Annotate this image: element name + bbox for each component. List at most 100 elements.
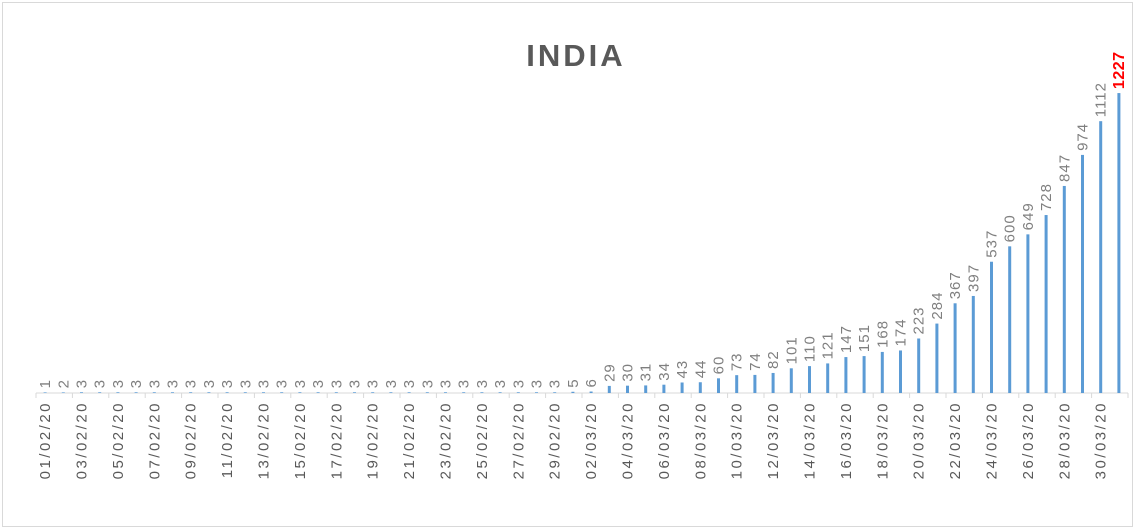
bar <box>735 375 739 393</box>
x-tick-label: 15/02/20 <box>292 401 309 479</box>
data-label: 537 <box>984 230 1001 258</box>
x-tick-label: 21/02/20 <box>401 401 418 479</box>
data-label: 3 <box>237 379 254 388</box>
data-label: 31 <box>638 363 655 382</box>
bar <box>535 392 538 393</box>
data-label: 3 <box>510 379 527 388</box>
x-tick-label: 10/03/20 <box>729 401 746 479</box>
x-tick-label: 17/02/20 <box>328 401 345 479</box>
data-label: 147 <box>838 325 855 353</box>
bar <box>571 391 575 393</box>
data-label: 29 <box>601 363 618 382</box>
data-label: 3 <box>274 379 291 388</box>
x-tick-label: 22/03/20 <box>947 401 964 479</box>
bar <box>971 295 975 393</box>
x-tick-label: 24/03/20 <box>984 401 1001 479</box>
x-axis <box>35 392 1129 398</box>
bar <box>1117 93 1121 393</box>
bar <box>899 350 902 393</box>
data-label: 3 <box>328 379 345 388</box>
bar <box>1099 121 1103 394</box>
data-label: 1112 <box>1093 82 1110 117</box>
bar <box>334 392 338 393</box>
data-label: 3 <box>92 379 109 388</box>
bar <box>134 392 138 393</box>
data-label: 3 <box>401 379 418 388</box>
data-label: 30 <box>620 363 637 382</box>
bar <box>644 385 648 393</box>
bar <box>953 303 957 393</box>
data-label: 74 <box>747 352 764 371</box>
bar <box>753 374 757 393</box>
x-tick-label: 06/03/20 <box>656 401 673 479</box>
x-tick-label: 25/02/20 <box>474 401 491 479</box>
bar <box>717 378 720 393</box>
bar <box>43 392 47 393</box>
data-label: 974 <box>1075 123 1092 151</box>
bar <box>371 392 375 393</box>
bar <box>516 392 520 393</box>
data-label: 110 <box>802 335 819 362</box>
bar <box>1081 154 1084 393</box>
bar <box>626 385 629 393</box>
data-label: 3 <box>547 379 564 388</box>
bar <box>662 384 666 393</box>
data-label: 397 <box>965 264 982 292</box>
data-label: 223 <box>911 306 928 334</box>
x-tick-label: 03/02/20 <box>74 401 91 479</box>
x-tick-label: 14/03/20 <box>802 401 819 479</box>
x-tick-label: 09/02/20 <box>183 401 200 479</box>
data-label: 5 <box>565 378 582 387</box>
data-label: 168 <box>874 320 891 348</box>
bar <box>880 351 884 393</box>
x-tick-label: 30/03/20 <box>1093 401 1110 479</box>
bar <box>990 261 993 393</box>
bar <box>243 392 247 393</box>
data-label: 6 <box>583 378 600 387</box>
x-tick-label: 02/03/20 <box>583 401 600 479</box>
bar <box>1008 246 1012 393</box>
bar <box>826 363 830 393</box>
data-label: 3 <box>383 379 400 388</box>
bar <box>1026 234 1030 393</box>
data-label: 3 <box>492 379 509 388</box>
bar <box>844 357 848 393</box>
data-label: 3 <box>419 379 436 388</box>
x-tick-label: 04/03/20 <box>620 401 637 479</box>
bar <box>171 392 174 393</box>
data-label: 2 <box>55 379 72 388</box>
bar <box>789 368 793 393</box>
bar <box>698 382 702 393</box>
bar <box>935 323 939 393</box>
data-label: 3 <box>183 379 200 388</box>
bar <box>189 392 193 393</box>
x-tick-label: 01/02/20 <box>37 401 54 479</box>
x-tick-label: 05/02/20 <box>110 401 127 479</box>
data-label: 600 <box>1002 214 1019 242</box>
bar <box>553 392 557 393</box>
data-label: 34 <box>656 362 673 381</box>
bar <box>116 392 120 393</box>
bar <box>1062 185 1066 393</box>
bar <box>61 392 65 393</box>
data-label: 3 <box>201 379 218 388</box>
data-label: 3 <box>128 379 145 388</box>
x-tick-label: 19/02/20 <box>365 401 382 479</box>
data-label: 3 <box>456 379 473 388</box>
data-label: 3 <box>146 379 163 388</box>
chart-title: INDIA <box>526 38 625 73</box>
data-label: 3 <box>347 379 364 388</box>
data-label: 44 <box>692 360 709 379</box>
data-label: 367 <box>947 271 964 299</box>
x-tick-label: 12/03/20 <box>765 401 782 479</box>
x-tick-label: 18/03/20 <box>874 401 891 479</box>
bar <box>152 392 156 393</box>
x-tick-label: 28/03/20 <box>1056 401 1073 479</box>
data-label: 3 <box>438 379 455 388</box>
bar <box>425 392 429 393</box>
bar <box>225 392 229 393</box>
data-label: 3 <box>529 379 546 388</box>
data-label: 728 <box>1038 183 1055 211</box>
data-label: 151 <box>856 324 873 352</box>
x-tick-label: 11/02/20 <box>219 401 236 478</box>
